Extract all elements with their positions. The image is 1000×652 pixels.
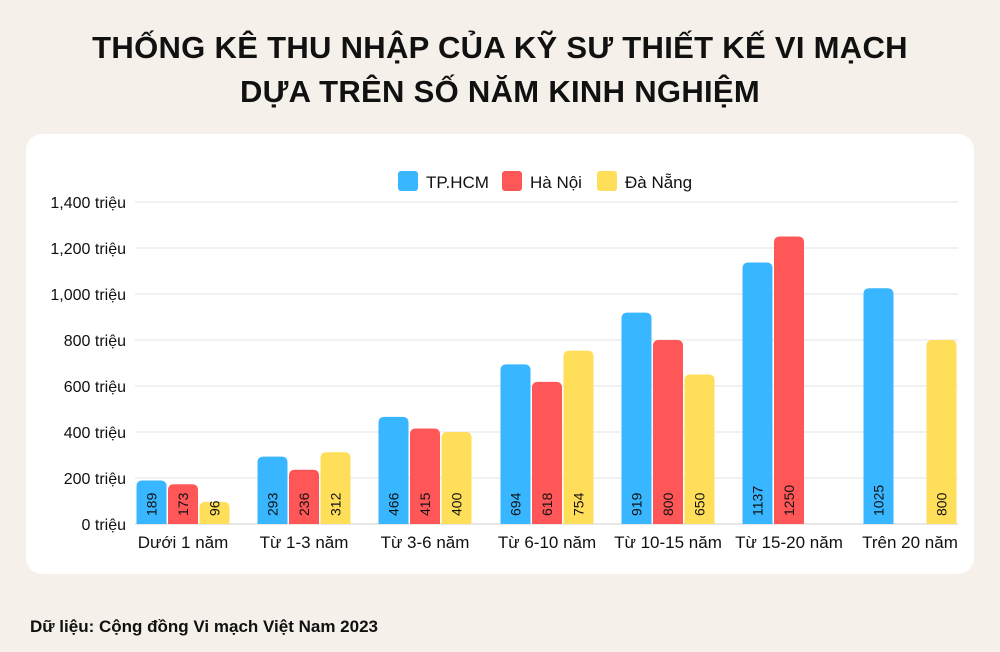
x-tick-label: Dưới 1 năm xyxy=(138,533,229,552)
legend-swatch xyxy=(502,171,522,191)
bar-value-label: 800 xyxy=(660,492,676,516)
bar-value-label: 400 xyxy=(449,492,465,516)
bar-value-label: 293 xyxy=(265,492,281,516)
bar xyxy=(289,469,319,524)
y-tick-label: 800 triệu xyxy=(64,333,126,350)
bar xyxy=(378,416,409,524)
data-source: Dữ liệu: Cộng đồng Vi mạch Việt Nam 2023 xyxy=(30,617,378,636)
bar-value-label: 236 xyxy=(296,492,312,516)
bar xyxy=(199,501,230,524)
y-tick-label: 1,000 triệu xyxy=(50,287,126,304)
bar xyxy=(320,452,351,524)
bar-value-label: 919 xyxy=(629,492,645,516)
x-tick-label: Từ 15-20 năm xyxy=(735,533,843,552)
y-tick-label: 200 triệu xyxy=(64,471,126,488)
bar xyxy=(742,262,773,524)
title-line-1: THỐNG KÊ THU NHẬP CỦA KỸ SƯ THIẾT KẾ VI … xyxy=(92,30,908,65)
bar-value-label: 312 xyxy=(328,492,344,516)
x-tick-label: Từ 3-6 năm xyxy=(381,533,470,552)
bar-value-label: 1250 xyxy=(781,485,797,516)
bar-value-label: 800 xyxy=(934,492,950,516)
bar xyxy=(257,456,288,524)
legend-label: TP.HCM xyxy=(426,173,489,192)
y-tick-label: 600 triệu xyxy=(64,379,126,396)
title-line-2: DỰA TRÊN SỐ NĂM KINH NGHIỆM xyxy=(239,74,761,109)
bar-value-label: 189 xyxy=(144,492,160,516)
bar xyxy=(563,350,594,524)
chart-title: THỐNG KÊ THU NHẬP CỦA KỸ SƯ THIẾT KẾ VI … xyxy=(0,26,1000,114)
bar-value-label: 466 xyxy=(386,492,402,516)
bar-value-label: 173 xyxy=(175,492,191,516)
bar xyxy=(136,480,167,524)
bar-value-label: 650 xyxy=(692,492,708,516)
bar-value-label: 415 xyxy=(417,492,433,516)
bar xyxy=(684,374,715,524)
x-tick-label: Trên 20 năm xyxy=(862,533,958,552)
bar xyxy=(410,428,440,524)
bar xyxy=(500,364,531,524)
bar-value-label: 694 xyxy=(508,492,524,516)
legend-swatch xyxy=(597,171,617,191)
bar-value-label: 1137 xyxy=(750,486,766,516)
y-tick-label: 400 triệu xyxy=(64,425,126,442)
bar-value-label: 754 xyxy=(571,492,587,516)
bar xyxy=(774,236,804,524)
x-tick-label: Từ 10-15 năm xyxy=(614,533,722,552)
bar xyxy=(532,381,562,524)
bar-value-label: 618 xyxy=(539,492,555,516)
bar xyxy=(168,484,198,524)
legend-label: Hà Nội xyxy=(530,173,582,192)
bar-value-label: 1025 xyxy=(871,485,887,516)
bar xyxy=(653,340,683,524)
y-tick-label: 1,200 triệu xyxy=(50,241,126,258)
legend-label: Đà Nẵng xyxy=(625,173,692,192)
bar xyxy=(441,432,472,524)
bar xyxy=(863,288,894,524)
bar xyxy=(926,340,957,524)
y-tick-label: 0 triệu xyxy=(82,517,126,534)
y-tick-label: 1,400 triệu xyxy=(50,195,126,212)
x-tick-label: Từ 6-10 năm xyxy=(498,533,596,552)
x-tick-label: Từ 1-3 năm xyxy=(260,533,349,552)
bar-value-label: 96 xyxy=(207,500,223,516)
legend-swatch xyxy=(398,171,418,191)
bar xyxy=(621,312,652,524)
